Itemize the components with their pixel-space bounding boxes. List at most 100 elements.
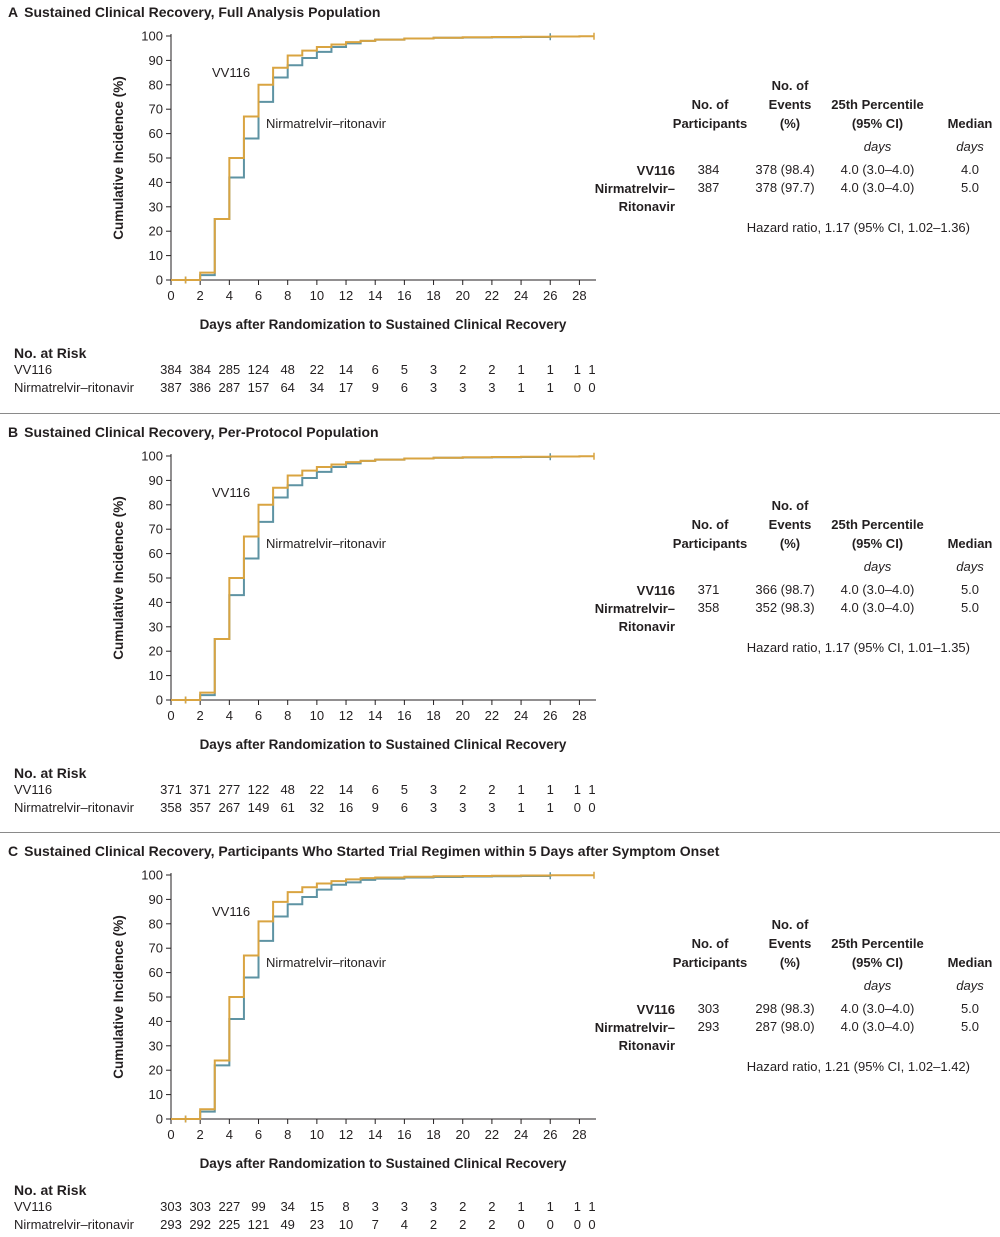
x-tick-label: 6 <box>255 1127 262 1142</box>
at-risk-value: 277 <box>218 782 240 797</box>
participants-value: 358 <box>697 600 720 615</box>
x-tick-label: 24 <box>514 288 528 303</box>
events-value: 298 (98.3) <box>755 1001 815 1016</box>
x-tick-label: 20 <box>455 288 469 303</box>
vv116-curve-label: VV116 <box>212 904 250 919</box>
at-risk-value: 386 <box>189 380 211 395</box>
percentile-header: (95% CI) <box>851 955 904 970</box>
at-risk-value: 384 <box>160 362 182 377</box>
panel-title-text: Sustained Clinical Recovery, Participant… <box>24 843 720 859</box>
at-risk-label-nirm: Nirmatrelvir–ritonavir <box>14 380 134 395</box>
events-header: (%) <box>779 955 801 970</box>
at-risk-value: 2 <box>459 1199 466 1214</box>
x-tick-label: 2 <box>197 288 204 303</box>
x-tick-label: 0 <box>167 288 174 303</box>
y-tick-label: 30 <box>149 199 163 214</box>
panel-a: A Sustained Clinical Recovery, Full Analy… <box>0 0 1000 412</box>
at-risk-value: 1 <box>574 782 581 797</box>
participants-value: 293 <box>697 1019 720 1034</box>
at-risk-value: 2 <box>488 362 495 377</box>
percentile-header: 25th Percentile <box>831 517 924 532</box>
at-risk-value: 1 <box>517 800 524 815</box>
x-tick-label: 22 <box>485 288 499 303</box>
panel-divider-1 <box>0 413 1000 414</box>
y-tick-label: 100 <box>141 29 163 44</box>
y-tick-label: 90 <box>149 53 163 68</box>
panel-title-text: Sustained Clinical Recovery, Per-Protoco… <box>24 424 379 440</box>
y-tick-label: 50 <box>149 990 163 1005</box>
at-risk-value: 0 <box>547 1217 554 1232</box>
at-risk-value: 1 <box>547 1199 554 1214</box>
median-value: 5.0 <box>960 180 980 195</box>
at-risk-value: 49 <box>280 1217 294 1232</box>
at-risk-value: 357 <box>189 800 211 815</box>
at-risk-value: 48 <box>280 362 294 377</box>
median-header: Median <box>947 536 993 551</box>
at-risk-value: 1 <box>574 1199 581 1214</box>
percentile-unit: days <box>863 559 892 574</box>
y-tick-label: 60 <box>149 126 163 141</box>
at-risk-label-vv116: VV116 <box>14 1199 53 1214</box>
at-risk-value: 227 <box>218 1199 240 1214</box>
at-risk-value: 2 <box>488 1217 495 1232</box>
x-tick-label: 12 <box>339 1127 353 1142</box>
x-tick-label: 8 <box>284 1127 291 1142</box>
group-label: Ritonavir <box>618 1038 675 1053</box>
group-label: Nirmatrelvir– <box>594 1020 675 1035</box>
at-risk-value: 267 <box>218 800 240 815</box>
x-tick-label: 4 <box>226 288 233 303</box>
x-tick-label: 12 <box>339 708 353 723</box>
x-tick-label: 22 <box>485 1127 499 1142</box>
y-tick-label: 80 <box>149 916 163 931</box>
panel-letter: B <box>8 424 19 440</box>
y-tick-label: 10 <box>149 1087 163 1102</box>
at-risk-value: 3 <box>459 800 466 815</box>
at-risk-value: 5 <box>401 782 408 797</box>
at-risk-value: 1 <box>517 1199 524 1214</box>
y-tick-label: 80 <box>149 77 163 92</box>
median-header: Median <box>947 116 993 131</box>
y-tick-label: 50 <box>149 571 163 586</box>
at-risk-value: 4 <box>401 1217 408 1232</box>
events-value: 378 (97.7) <box>755 180 815 195</box>
at-risk-value: 303 <box>160 1199 182 1214</box>
percentile-unit: days <box>863 978 892 993</box>
participants-value: 384 <box>697 162 720 177</box>
at-risk-value: 293 <box>160 1217 182 1232</box>
median-unit: days <box>956 139 984 154</box>
x-tick-label: 18 <box>426 1127 440 1142</box>
at-risk-value: 64 <box>280 380 294 395</box>
at-risk-value: 2 <box>459 362 466 377</box>
x-tick-label: 8 <box>284 708 291 723</box>
x-tick-label: 26 <box>543 1127 557 1142</box>
x-tick-label: 10 <box>310 1127 324 1142</box>
x-tick-label: 8 <box>284 288 291 303</box>
x-tick-label: 16 <box>397 1127 411 1142</box>
at-risk-value: 292 <box>189 1217 211 1232</box>
x-tick-label: 10 <box>310 288 324 303</box>
median-value: 5.0 <box>960 1019 980 1034</box>
y-tick-label: 70 <box>149 941 163 956</box>
x-tick-label: 26 <box>543 288 557 303</box>
y-tick-label: 10 <box>149 248 163 263</box>
at-risk-label-nirm: Nirmatrelvir–ritonavir <box>14 800 134 815</box>
median-value: 5.0 <box>960 1001 980 1016</box>
y-tick-label: 40 <box>149 1014 163 1029</box>
x-tick-label: 0 <box>167 1127 174 1142</box>
at-risk-value: 2 <box>488 782 495 797</box>
x-axis-label: Days after Randomization to Sustained Cl… <box>200 317 567 332</box>
at-risk-value: 358 <box>160 800 182 815</box>
panel-letter: A <box>8 4 19 20</box>
at-risk-value: 3 <box>430 782 437 797</box>
events-header: Events <box>768 517 812 532</box>
x-tick-label: 22 <box>485 708 499 723</box>
x-tick-label: 20 <box>455 1127 469 1142</box>
y-tick-label: 30 <box>149 1038 163 1053</box>
at-risk-value: 3 <box>430 1199 437 1214</box>
x-tick-label: 24 <box>514 708 528 723</box>
events-value: 366 (98.7) <box>755 582 815 597</box>
at-risk-value: 16 <box>339 800 353 815</box>
panel-title: A Sustained Clinical Recovery, Full Analy… <box>8 4 380 20</box>
at-risk-value: 1 <box>588 782 595 797</box>
x-tick-label: 6 <box>255 708 262 723</box>
